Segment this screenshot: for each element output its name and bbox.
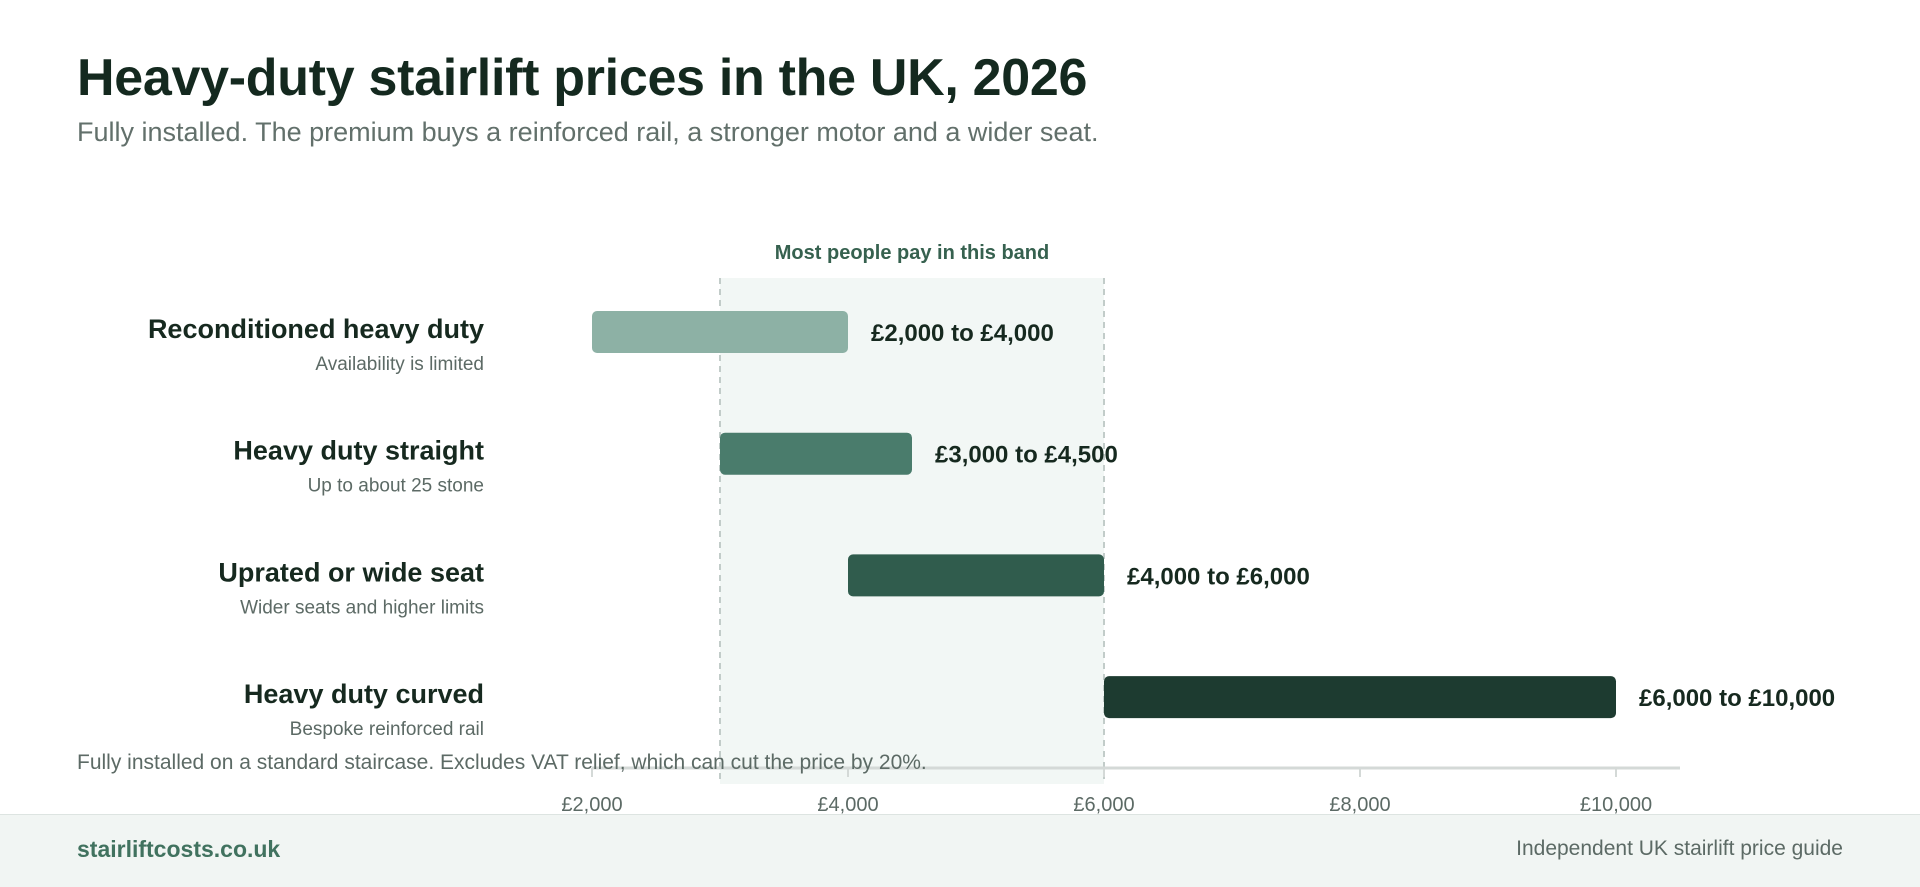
page-footer: stairliftcosts.co.uk Independent UK stai… — [0, 814, 1920, 887]
x-tick-label: £8,000 — [1329, 794, 1390, 814]
range-bar — [720, 432, 912, 475]
bar-value-label: £4,000 to £6,000 — [1127, 563, 1310, 590]
page-subtitle: Fully installed. The premium buys a rein… — [77, 117, 1099, 147]
range-bar — [1104, 676, 1616, 719]
category-label: Heavy duty straight — [233, 436, 484, 466]
chart-footnote: Fully installed on a standard staircase.… — [77, 751, 927, 774]
page-title: Heavy-duty stairlift prices in the UK, 2… — [77, 49, 1088, 107]
bar-value-label: £3,000 to £4,500 — [935, 442, 1118, 469]
x-tick-label: £6,000 — [1073, 794, 1134, 814]
footer-tagline: Independent UK stairlift price guide — [1516, 837, 1843, 860]
range-bar — [592, 311, 848, 353]
range-bar — [848, 554, 1104, 597]
footer-site-name[interactable]: stairliftcosts.co.uk — [77, 836, 281, 862]
price-range-chart: Most people pay in this band £2,000 £4,000… — [148, 242, 1835, 814]
bar-value-label: £6,000 to £10,000 — [1639, 685, 1835, 712]
highlight-band — [720, 278, 1104, 784]
category-label: Reconditioned heavy duty — [148, 314, 484, 344]
category-label: Uprated or wide seat — [218, 557, 484, 587]
category-label: Heavy duty curved — [244, 679, 484, 709]
band-label: Most people pay in this band — [775, 242, 1049, 264]
category-sublabel: Wider seats and higher limits — [240, 597, 484, 618]
category-sublabel: Availability is limited — [315, 354, 484, 375]
category-sublabel: Bespoke reinforced rail — [290, 719, 484, 740]
x-tick-label: £4,000 — [817, 794, 878, 814]
bar-value-label: £2,000 to £4,000 — [871, 320, 1054, 347]
category-sublabel: Up to about 25 stone — [308, 476, 484, 497]
x-tick-label: £2,000 — [561, 794, 622, 814]
x-tick-label: £10,000 — [1580, 794, 1652, 814]
